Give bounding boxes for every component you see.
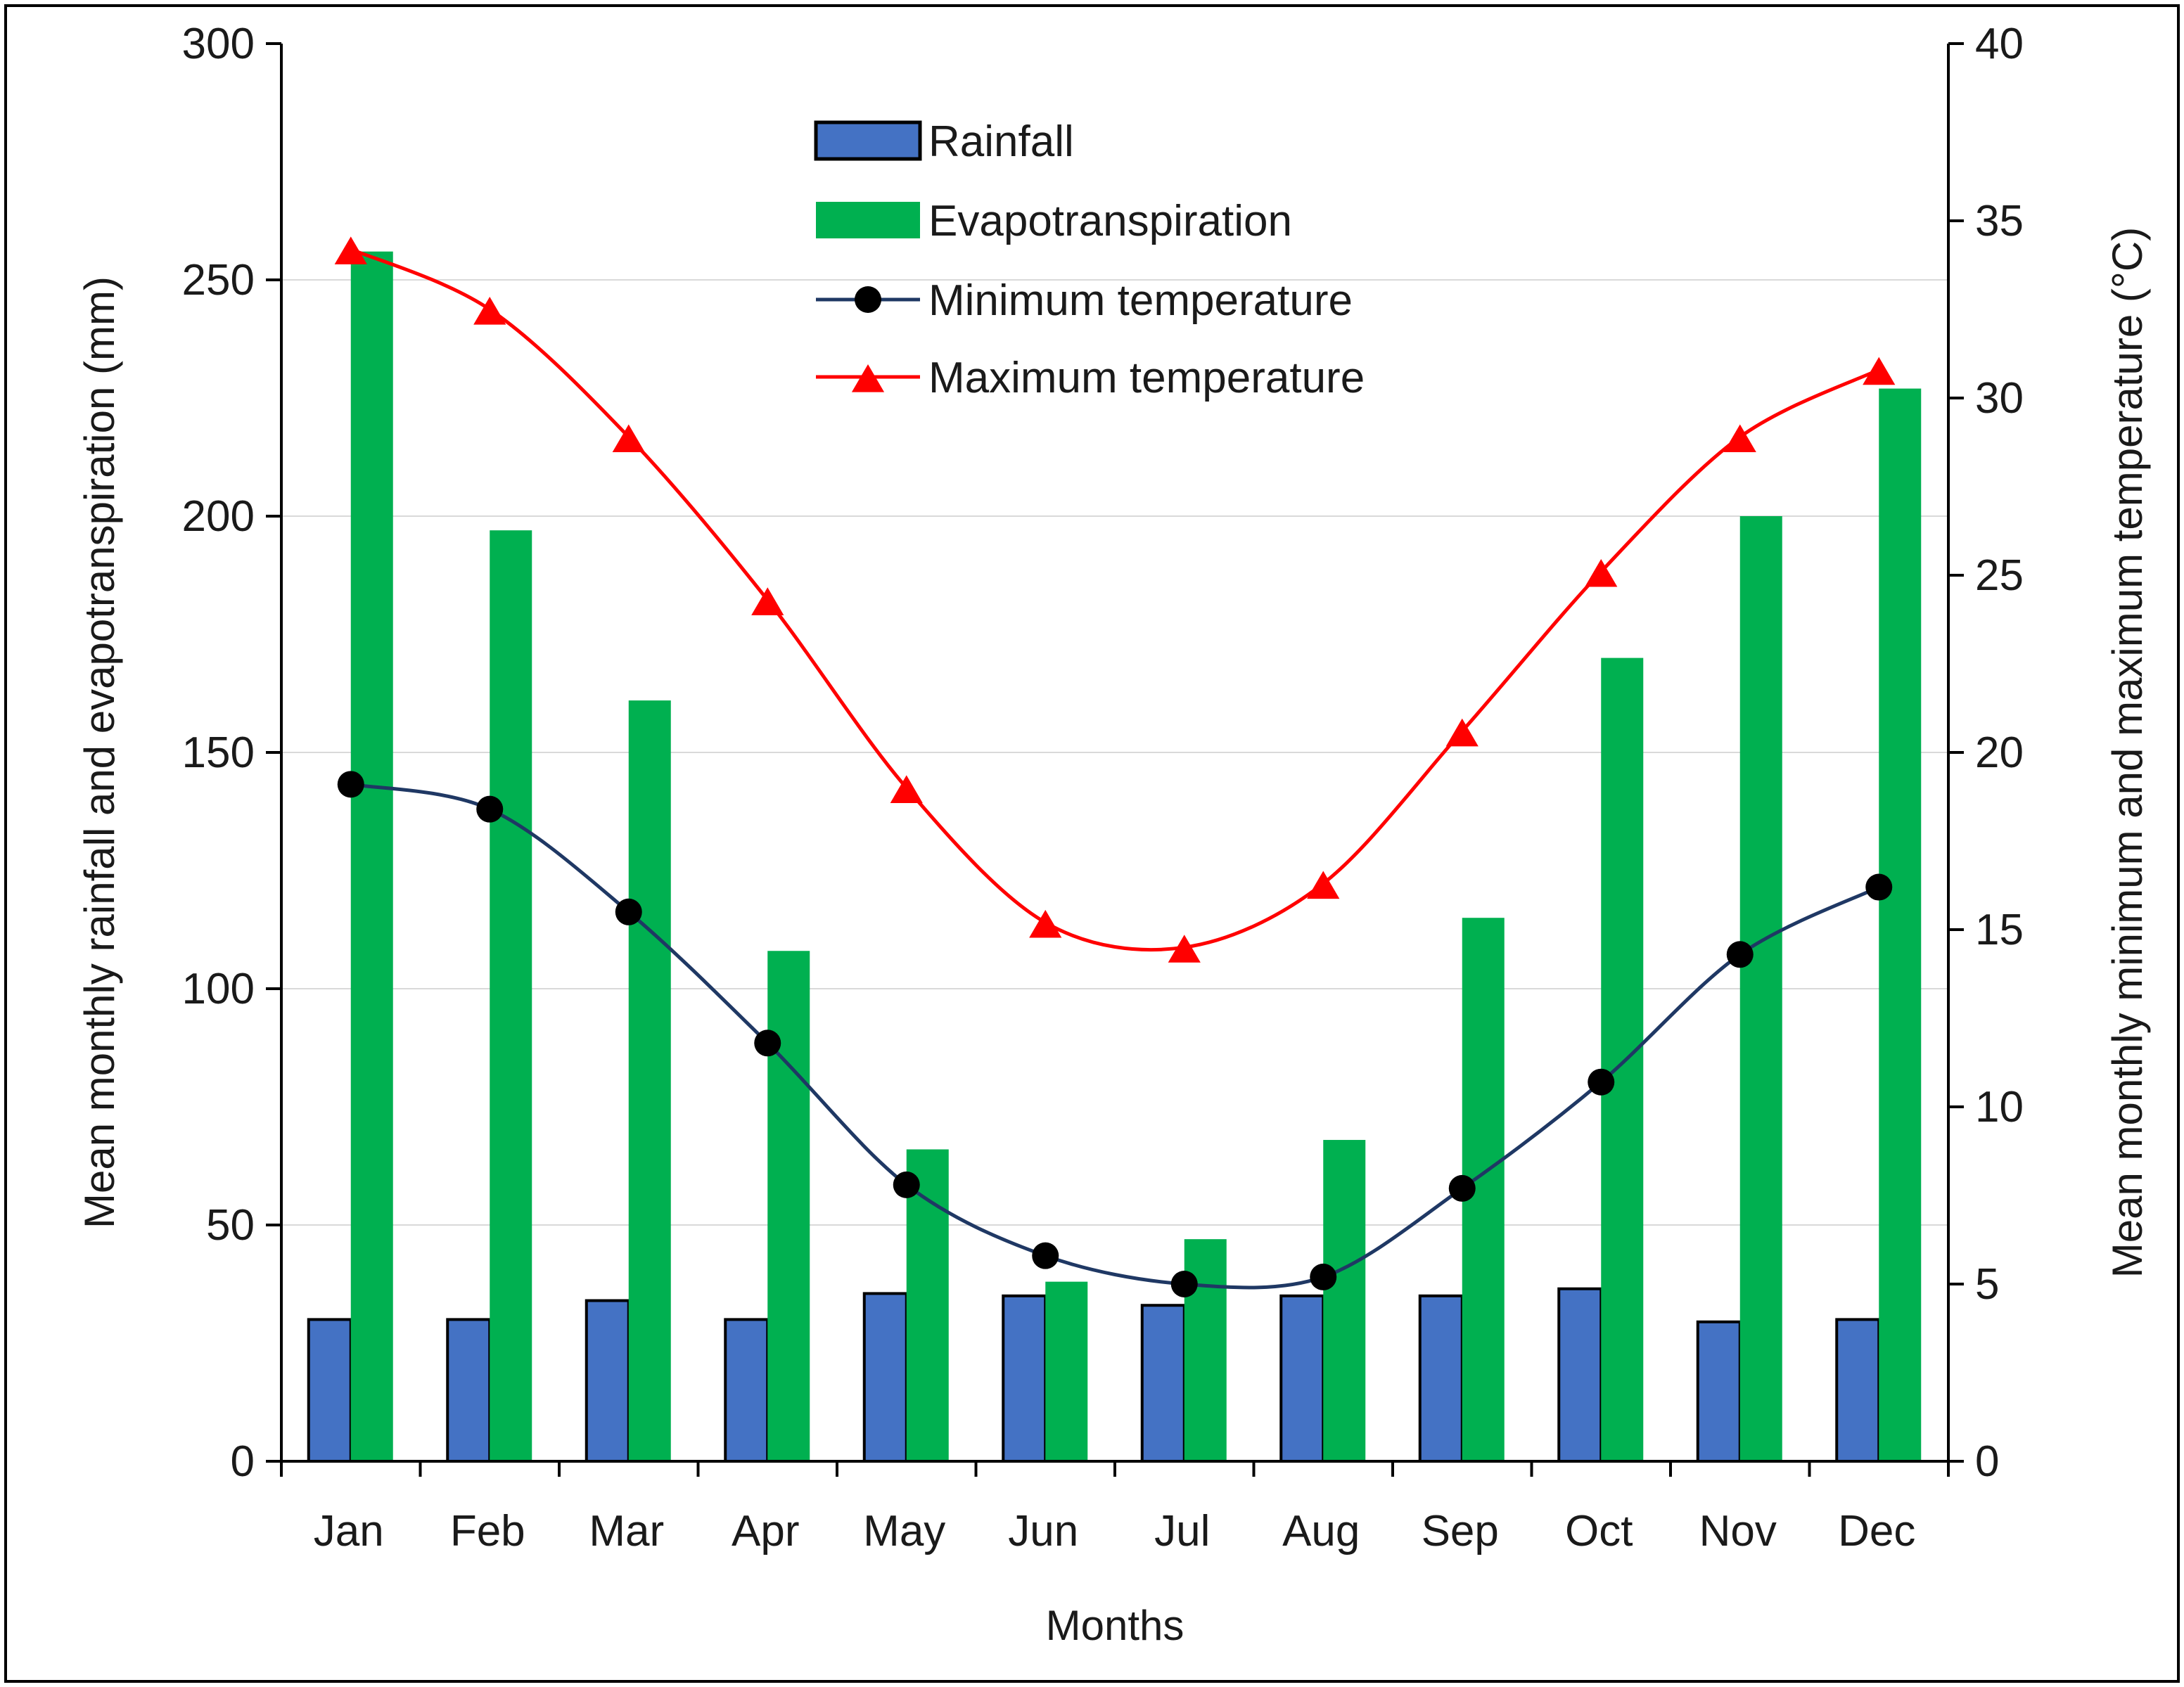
y-left-tick-label: 250 — [182, 256, 255, 304]
y-left-tick-label: 150 — [182, 729, 255, 777]
x-tick-label: May — [863, 1507, 945, 1555]
evapotranspiration-bar — [1601, 658, 1644, 1461]
max-temperature-point — [334, 236, 367, 264]
temperature-lines — [334, 236, 1896, 1297]
min-temperature-point — [754, 1029, 781, 1057]
evapotranspiration-bar — [1045, 1281, 1088, 1461]
rainfall-bar — [1835, 1318, 1881, 1463]
legend: Rainfall Evapotranspiration Minimum temper… — [814, 117, 1365, 402]
min-temperature-line — [350, 782, 1880, 1290]
min-temperature-point — [476, 795, 504, 823]
x-tick-label: Sep — [1422, 1507, 1499, 1555]
evapotranspiration-bar — [1739, 516, 1782, 1461]
max-temperature-point — [751, 587, 784, 615]
y-axis-title-left: Mean monthly rainfall and evapotranspira… — [76, 276, 123, 1229]
rainfall-bar — [585, 1299, 630, 1463]
y-left-tick-label: 300 — [182, 20, 255, 68]
max-temperature-point — [1585, 558, 1618, 587]
rainfall-bar — [1002, 1294, 1047, 1463]
legend-min-temperature-label: Minimum temperature — [928, 276, 1353, 325]
evapotranspiration-bar — [628, 700, 671, 1461]
y-left-tick-label: 100 — [182, 965, 255, 1013]
rainfall-bar — [307, 1318, 352, 1463]
max-temperature-line — [350, 248, 1880, 952]
x-tick-label: Jul — [1154, 1507, 1210, 1555]
max-temperature-point — [1723, 424, 1756, 453]
y-right-tick-label: 30 — [1975, 374, 2024, 423]
y-right-tick-label: 25 — [1975, 551, 2024, 600]
y-right-tick-label: 0 — [1975, 1437, 1999, 1486]
min-temperature-point — [1588, 1068, 1615, 1096]
min-temperature-point — [1170, 1271, 1198, 1297]
evapotranspiration-bar — [1323, 1140, 1366, 1461]
gridlines — [281, 279, 1948, 1226]
max-temperature-point — [1863, 357, 1896, 385]
bars — [307, 251, 1922, 1463]
min-temperature-point — [615, 898, 642, 925]
max-temperature-point — [473, 297, 506, 325]
y-right-tick-label: 20 — [1975, 729, 2024, 777]
legend-max-temperature-marker — [851, 364, 885, 392]
x-tick-label: Jun — [1008, 1507, 1078, 1555]
evapotranspiration-bar — [1879, 388, 1922, 1461]
min-temperature-point — [337, 771, 364, 798]
evapotranspiration-bar — [767, 951, 810, 1461]
legend-min-temperature-marker — [855, 286, 881, 313]
x-tick-label: Jan — [314, 1507, 384, 1555]
legend-rainfall-swatch — [814, 120, 922, 161]
x-tick-label: Feb — [450, 1507, 525, 1555]
max-temperature-point — [1307, 871, 1340, 899]
x-axis-title: Months — [1046, 1602, 1184, 1649]
max-temperature-point — [1029, 909, 1062, 938]
ticks: 0 50 100 150 200 250 300 0 5 10 15 20 25 30 35 40 Jan Feb… — [182, 20, 2024, 1555]
x-tick-label: Aug — [1282, 1507, 1360, 1555]
y-left-tick-label: 50 — [206, 1201, 255, 1250]
x-tick-label: Nov — [1699, 1507, 1777, 1555]
max-temperature-point — [890, 775, 923, 803]
y-axis-title-right: Mean monthly minimum and maximum tempera… — [2104, 227, 2151, 1278]
x-tick-label: Mar — [589, 1507, 664, 1555]
rainfall-bar — [724, 1318, 769, 1463]
rainfall-bar — [446, 1318, 492, 1463]
x-tick-label: Oct — [1565, 1507, 1633, 1555]
min-temperature-point — [1726, 941, 1754, 968]
min-temperature-point — [1310, 1263, 1337, 1290]
x-tick-label: Dec — [1838, 1507, 1915, 1555]
rainfall-bar — [1279, 1294, 1325, 1463]
rainfall-bar — [862, 1292, 908, 1463]
min-temperature-point — [1448, 1174, 1476, 1202]
evapotranspiration-bar — [350, 251, 393, 1462]
min-temperature-point — [1865, 873, 1893, 901]
y-left-tick-label: 200 — [182, 492, 255, 541]
rainfall-bar — [1140, 1304, 1186, 1463]
rainfall-bar — [1696, 1320, 1742, 1463]
x-tick-label: Apr — [732, 1507, 799, 1555]
max-temperature-point — [612, 424, 645, 453]
min-temperature-point — [1032, 1242, 1059, 1269]
max-temperature-point — [1445, 718, 1479, 747]
rainfall-bar — [1557, 1287, 1603, 1463]
y-left-tick-label: 0 — [231, 1437, 255, 1486]
max-temperature-point — [1168, 935, 1201, 963]
y-right-tick-label: 15 — [1975, 906, 2024, 954]
legend-evapotranspiration-label: Evapotranspiration — [928, 197, 1292, 245]
min-temperature-point — [893, 1171, 920, 1198]
evapotranspiration-bar — [490, 530, 532, 1462]
legend-rainfall-label: Rainfall — [928, 117, 1074, 166]
y-right-tick-label: 40 — [1975, 20, 2024, 68]
y-right-tick-label: 10 — [1975, 1083, 2024, 1131]
rainfall-bar — [1418, 1294, 1464, 1463]
legend-evapotranspiration-swatch — [816, 202, 920, 238]
y-right-tick-label: 5 — [1975, 1260, 1999, 1309]
y-right-tick-label: 35 — [1975, 197, 2024, 245]
legend-max-temperature-label: Maximum temperature — [928, 354, 1365, 402]
